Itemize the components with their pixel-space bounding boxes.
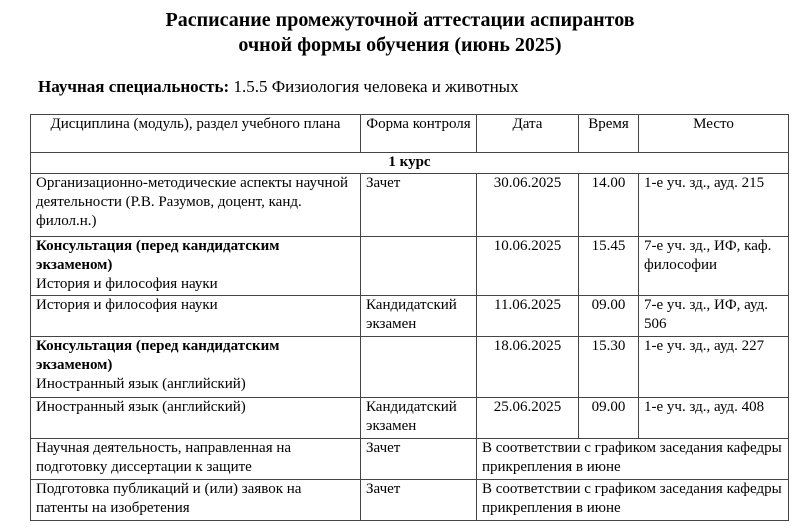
discipline-text: Иностранный язык (английский) — [36, 376, 246, 392]
discipline-text: Организационно-методические аспекты науч… — [36, 175, 349, 229]
discipline-cell: Подготовка публикаций и (или) заявок на … — [30, 479, 361, 521]
date-cell: 11.06.2025 — [476, 295, 579, 337]
time-cell: 09.00 — [578, 295, 639, 337]
schedule-note-cell: В соответствии с графиком заседания кафе… — [476, 438, 789, 480]
discipline-bold: Консультация (перед кандидатским экзамен… — [36, 238, 280, 273]
place-cell: 7-е уч. зд., ИФ, каф. философии — [638, 236, 789, 296]
header-date: Дата — [476, 114, 579, 153]
time-cell: 15.45 — [578, 236, 639, 296]
table-row: История и философия науки Кандидатский э… — [30, 295, 789, 337]
table-row: Иностранный язык (английский) Кандидатск… — [30, 397, 789, 439]
place-cell: 7-е уч. зд., ИФ, ауд. 506 — [638, 295, 789, 337]
header-place: Место — [638, 114, 789, 153]
form-cell: Зачет — [360, 438, 477, 480]
form-cell: Кандидатский экзамен — [360, 295, 477, 337]
place-cell: 1-е уч. зд., ауд. 408 — [638, 397, 789, 439]
discipline-text: История и философия науки — [36, 297, 218, 313]
form-cell: Зачет — [360, 479, 477, 521]
date-cell: 10.06.2025 — [476, 236, 579, 296]
header-row: Дисциплина (модуль), раздел учебного пла… — [30, 114, 789, 153]
discipline-bold: Консультация (перед кандидатским экзамен… — [36, 338, 280, 373]
schedule-table: Дисциплина (модуль), раздел учебного пла… — [30, 114, 789, 521]
table-row: Консультация (перед кандидатским экзамен… — [30, 236, 789, 296]
schedule-note-cell: В соответствии с графиком заседания кафе… — [476, 479, 789, 521]
discipline-cell: Консультация (перед кандидатским экзамен… — [30, 236, 361, 296]
table-row: Научная деятельность, направленная на по… — [30, 438, 789, 480]
form-cell: Зачет — [360, 173, 477, 237]
specialty-value: 1.5.5 Физиология человека и животных — [233, 77, 519, 96]
table-row: Консультация (перед кандидатским экзамен… — [30, 336, 789, 398]
title-line-2: очной формы обучения (июнь 2025) — [238, 34, 562, 56]
discipline-cell: История и философия науки — [30, 295, 361, 337]
discipline-text: Иностранный язык (английский) — [36, 399, 246, 415]
table-row: Организационно-методические аспекты науч… — [30, 173, 789, 237]
page-title: Расписание промежуточной аттестации аспи… — [0, 8, 800, 58]
form-cell: Кандидатский экзамен — [360, 397, 477, 439]
place-cell: 1-е уч. зд., ауд. 227 — [638, 336, 789, 398]
header-form: Форма контроля — [360, 114, 477, 153]
discipline-cell: Научная деятельность, направленная на по… — [30, 438, 361, 480]
time-cell: 15.30 — [578, 336, 639, 398]
header-time: Время — [578, 114, 639, 153]
form-cell — [360, 336, 477, 398]
date-cell: 25.06.2025 — [476, 397, 579, 439]
course-row: 1 курс — [30, 152, 789, 174]
discipline-text: История и философия науки — [36, 276, 218, 292]
time-cell: 14.00 — [578, 173, 639, 237]
date-cell: 30.06.2025 — [476, 173, 579, 237]
discipline-cell: Консультация (перед кандидатским экзамен… — [30, 336, 361, 398]
discipline-cell: Иностранный язык (английский) — [30, 397, 361, 439]
place-cell: 1-е уч. зд., ауд. 215 — [638, 173, 789, 237]
table-row: Подготовка публикаций и (или) заявок на … — [30, 479, 789, 521]
title-line-1: Расписание промежуточной аттестации аспи… — [165, 9, 635, 31]
date-cell: 18.06.2025 — [476, 336, 579, 398]
course-label: 1 курс — [30, 152, 789, 174]
discipline-cell: Организационно-методические аспекты науч… — [30, 173, 361, 237]
header-discipline: Дисциплина (модуль), раздел учебного пла… — [30, 114, 361, 153]
form-cell — [360, 236, 477, 296]
time-cell: 09.00 — [578, 397, 639, 439]
specialty: Научная специальность: 1.5.5 Физиология … — [38, 77, 519, 97]
specialty-label: Научная специальность: — [38, 77, 230, 96]
